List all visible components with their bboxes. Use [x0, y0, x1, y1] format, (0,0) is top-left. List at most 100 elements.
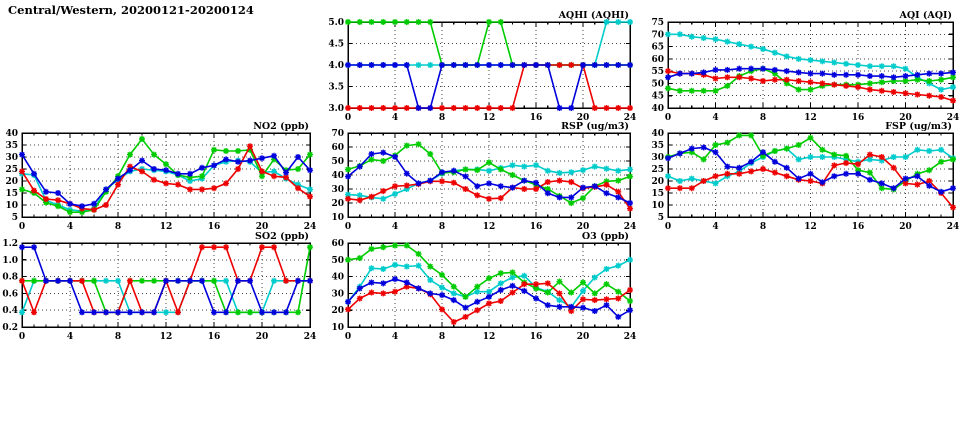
- y-tick-label: 5: [12, 213, 18, 223]
- x-tick-label: 12: [804, 222, 817, 232]
- x-tick-label: 16: [208, 332, 221, 342]
- y-tick-label: 10: [651, 201, 664, 211]
- x-tick-label: 20: [577, 222, 590, 232]
- chart-title: SO2 (ppb): [255, 231, 309, 242]
- y-axis-labels: 40 45 50 55 60 65 70 75: [651, 18, 664, 114]
- x-tick-label: 8: [115, 222, 121, 232]
- x-tick-label: 4: [392, 113, 398, 123]
- y-tick-label: 35: [5, 141, 18, 151]
- y-tick-label: 4.0: [328, 61, 344, 71]
- y-tick-label: 65: [651, 43, 664, 53]
- y-axis-labels: 3.0 3.5 4.0 4.5 5.0: [328, 18, 344, 114]
- x-tick-label: 20: [256, 332, 269, 342]
- series-red: [345, 280, 633, 325]
- series-blue: [665, 65, 956, 81]
- x-tick-label: 8: [439, 332, 445, 342]
- y-tick-label: 75: [651, 18, 664, 28]
- x-tick-label: 0: [665, 222, 671, 232]
- series-blue-markers: [345, 149, 633, 206]
- y-tick-label: 20: [331, 306, 344, 316]
- y-tick-label: 40: [331, 171, 344, 181]
- x-tick-label: 0: [345, 113, 351, 123]
- y-tick-label: 40: [651, 104, 664, 114]
- x-tick-label: 4: [392, 222, 398, 232]
- series-green-markers: [19, 136, 313, 216]
- y-tick-label: 20: [331, 199, 344, 209]
- series-blue: [345, 149, 633, 206]
- axis-ticks: [347, 242, 631, 328]
- x-tick-label: 16: [852, 222, 865, 232]
- x-tick-label: 24: [624, 222, 637, 232]
- page-title: Central/Western, 20200121-20200124: [8, 3, 254, 17]
- chart-rsp: 10 20 30 40 50 60 70 0 4 8 12 16 20 24 RSP (ug/m3): [331, 121, 636, 232]
- series-blue: [345, 276, 633, 320]
- y-tick-label: 60: [331, 239, 344, 249]
- y-axis-labels: 5 10 15 20 25 30 35 40: [651, 129, 664, 223]
- x-tick-label: 12: [804, 113, 817, 123]
- series-blue-markers: [665, 144, 956, 195]
- y-tick-label: 70: [651, 30, 664, 40]
- chart-aqi: 40 45 50 55 60 65 70 75 0 4 8 12 16 20 24 AQI (AQI): [651, 10, 959, 123]
- y-tick-label: 20: [5, 177, 18, 187]
- y-tick-label: 60: [651, 55, 664, 65]
- x-tick-label: 24: [304, 222, 317, 232]
- x-tick-label: 0: [19, 222, 25, 232]
- y-tick-label: 15: [5, 189, 18, 199]
- series-blue: [19, 244, 313, 316]
- series-green-markers: [345, 242, 633, 304]
- y-tick-label: 0.4: [2, 306, 18, 316]
- y-tick-label: 25: [651, 165, 664, 175]
- y-tick-label: 35: [651, 141, 664, 151]
- y-tick-label: 30: [651, 153, 664, 163]
- x-tick-label: 12: [483, 113, 496, 123]
- x-tick-label: 8: [439, 113, 445, 123]
- x-tick-label: 16: [530, 332, 543, 342]
- gridlines: [348, 133, 630, 217]
- axis-ticks: [347, 132, 631, 218]
- x-axis-labels: 0 4 8 12 16 20 24: [665, 222, 959, 232]
- y-tick-label: 10: [5, 201, 18, 211]
- x-tick-label: 20: [256, 222, 269, 232]
- series-blue-markers: [19, 151, 313, 210]
- chart-so2: 0.2 0.4 0.6 0.8 1.0 1.2 0 4 8 12 16 20 24 SO2 (ppb): [2, 231, 316, 342]
- x-tick-label: 12: [160, 332, 173, 342]
- y-tick-label: 1.0: [2, 256, 18, 266]
- y-tick-label: 0.6: [2, 289, 18, 299]
- chart-title: O3 (ppb): [582, 231, 629, 242]
- y-tick-label: 60: [331, 143, 344, 153]
- chart-o3: 10 20 30 40 50 60 0 4 8 12 16 20 24 O3 (ppb): [331, 231, 636, 342]
- y-axis-labels: 5 10 15 20 25 30 35 40: [5, 129, 18, 223]
- x-axis-labels: 0 4 8 12 16 20 24: [665, 113, 959, 123]
- x-tick-label: 24: [624, 332, 637, 342]
- x-tick-label: 20: [577, 332, 590, 342]
- y-tick-label: 10: [331, 213, 344, 223]
- x-tick-label: 0: [345, 332, 351, 342]
- series-blue-markers: [665, 65, 956, 81]
- x-tick-label: 16: [530, 222, 543, 232]
- y-tick-label: 50: [651, 79, 664, 89]
- x-tick-label: 24: [624, 113, 637, 123]
- y-axis-labels: 0.2 0.4 0.6 0.8 1.0 1.2: [2, 239, 18, 333]
- y-tick-label: 3.5: [328, 83, 344, 93]
- y-tick-label: 70: [331, 129, 344, 139]
- gridlines: [668, 22, 953, 108]
- x-tick-label: 16: [852, 113, 865, 123]
- x-tick-label: 16: [208, 222, 221, 232]
- chart-fsp: 5 10 15 20 25 30 35 40 0 4 8 12 16 20 24 FSP (ug/m3): [651, 121, 959, 232]
- y-tick-label: 10: [331, 323, 344, 333]
- x-tick-label: 16: [530, 113, 543, 123]
- axis-ticks: [21, 242, 311, 328]
- y-tick-label: 4.5: [328, 40, 344, 50]
- x-tick-label: 24: [304, 332, 317, 342]
- x-tick-label: 20: [899, 113, 912, 123]
- y-tick-label: 30: [331, 289, 344, 299]
- series-blue: [665, 144, 956, 195]
- chart-title: NO2 (ppb): [253, 121, 309, 132]
- x-axis-labels: 0 4 8 12 16 20 24: [345, 222, 636, 232]
- x-tick-label: 8: [439, 222, 445, 232]
- series-blue-markers: [345, 276, 633, 320]
- x-tick-label: 8: [115, 332, 121, 342]
- series-red-markers: [345, 177, 633, 212]
- y-tick-label: 25: [5, 165, 18, 175]
- x-tick-label: 4: [712, 113, 718, 123]
